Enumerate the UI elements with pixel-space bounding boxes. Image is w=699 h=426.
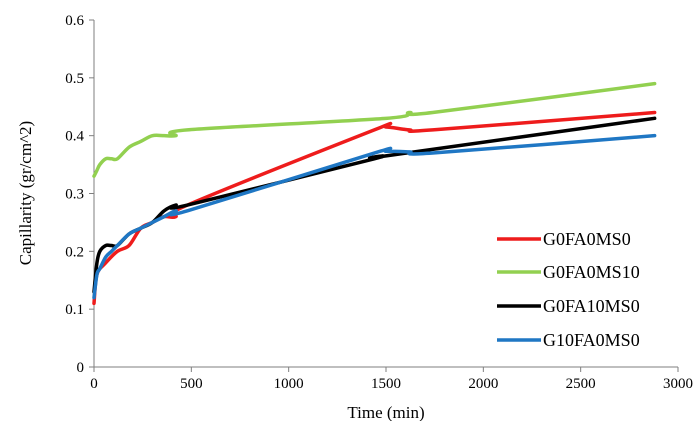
x-tick-label: 500: [180, 376, 203, 392]
legend-label: G0FA0MS0: [543, 229, 631, 249]
y-tick-label: 0.5: [65, 71, 84, 87]
series-line-g0fa0ms10: [92, 81, 657, 178]
legend: G0FA0MS0 G0FA0MS10 G0FA10MS0 G10FA0MS0: [497, 229, 640, 350]
y-tick-label: 0.2: [65, 244, 84, 260]
y-tick-label: 0.1: [65, 302, 84, 318]
legend-label: G0FA0MS10: [543, 262, 640, 282]
legend-label: G10FA0MS0: [543, 330, 640, 350]
y-tick-label: 0.6: [65, 13, 84, 29]
x-tick-label: 0: [90, 376, 98, 392]
series-line-g10fa0ms0: [92, 133, 657, 300]
x-tick-label: 2000: [468, 376, 498, 392]
x-tick-label: 2500: [566, 376, 596, 392]
y-axis-title: Capillarity (gr/cm^2): [16, 121, 35, 265]
y-tick-label: 0.4: [65, 129, 84, 145]
x-axis-title: Time (min): [347, 403, 424, 421]
y-tick-label: 0.3: [65, 187, 84, 203]
x-tick-label: 3000: [663, 376, 693, 392]
x-tick-label: 1000: [274, 376, 304, 392]
series-line-g0fa0ms0: [92, 110, 657, 306]
x-tick-label: 1500: [371, 376, 401, 392]
y-tick-label: 0: [77, 360, 85, 376]
axes: 0 0.1 0.2 0.3 0.4 0.5 0.6 0 500 1000 1500 2000 2500 3…: [65, 13, 693, 392]
series-lines: [92, 81, 657, 306]
legend-label: G0FA10MS0: [543, 296, 640, 316]
